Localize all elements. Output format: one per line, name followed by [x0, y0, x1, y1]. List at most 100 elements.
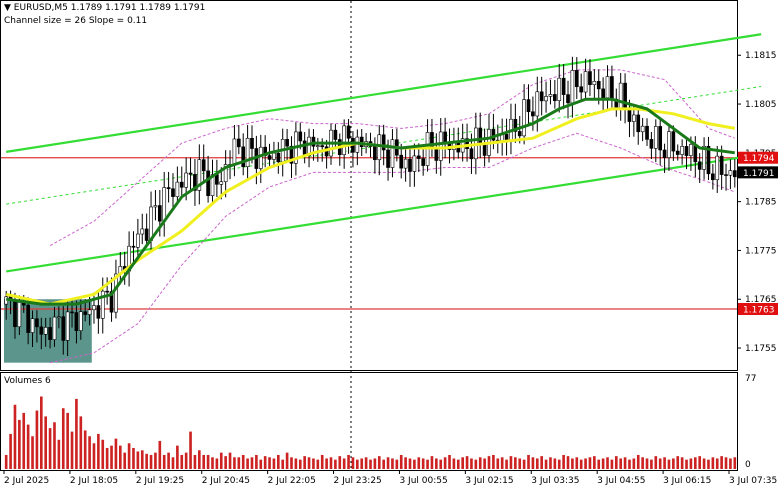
candle-body: [390, 139, 395, 168]
candle-body: [346, 125, 351, 139]
candle-body: [105, 290, 109, 293]
candle-body: [70, 311, 74, 314]
volume-tick-label: 77: [745, 374, 756, 384]
candle-body: [531, 111, 535, 117]
candle-body: [39, 326, 44, 335]
candle-body: [478, 127, 483, 145]
x-tick-label: 2 Jul 20:45: [202, 476, 250, 486]
candle-body: [162, 187, 167, 222]
candle-body: [632, 114, 636, 122]
candle-body: [465, 138, 469, 149]
candle-body: [197, 159, 202, 191]
candle-body: [206, 170, 210, 196]
candle-body: [469, 148, 474, 160]
volume-pane-frame: [0, 372, 738, 471]
y-tick-label: 1.1775: [745, 246, 777, 256]
x-tick-label: 3 Jul 00:55: [399, 476, 447, 486]
candle-body: [320, 145, 325, 148]
candle-body: [74, 312, 79, 331]
price-badge-label: 1.1791: [743, 169, 775, 179]
y-tick-label: 1.1765: [745, 295, 777, 305]
candle-body: [100, 290, 105, 319]
candle-body: [386, 149, 390, 168]
x-tick-label: 3 Jul 06:15: [663, 476, 711, 486]
candle-body: [13, 299, 17, 328]
candle-body: [57, 316, 61, 319]
candle-body: [570, 70, 575, 104]
volumes-label: Volumes 6: [4, 376, 51, 386]
candle-body: [724, 174, 728, 176]
price-badge-label: 1.1794: [743, 154, 775, 164]
candle-body: [43, 327, 48, 335]
price-badge-label: 1.1763: [743, 306, 775, 316]
candle-body: [250, 137, 254, 149]
candle-body: [333, 129, 338, 140]
candle-body: [223, 164, 228, 183]
candle-body: [627, 108, 632, 122]
candle-body: [579, 86, 584, 93]
candle-body: [315, 145, 320, 147]
candle-body: [289, 145, 294, 164]
candle-body: [684, 146, 689, 156]
candle-body: [166, 187, 171, 190]
candle-body: [83, 311, 88, 315]
candle-body: [553, 94, 557, 101]
candle-body: [78, 311, 83, 331]
candle-body: [30, 318, 35, 333]
y-tick-label: 1.1805: [745, 100, 777, 110]
candle-body: [201, 159, 206, 172]
candle-body: [179, 181, 184, 188]
channel-line-lower: [6, 153, 762, 273]
candle-body: [557, 77, 562, 101]
collapse-triangle-icon[interactable]: ▼: [4, 3, 11, 13]
candle-body: [267, 155, 272, 160]
candle-body: [675, 150, 680, 155]
candle-body: [706, 145, 711, 175]
candle-body: [153, 205, 158, 208]
price-badge-level: [738, 303, 778, 315]
candle-body: [623, 82, 627, 110]
candle-body: [52, 316, 57, 340]
channel-info: Channel size = 26 Slope = 0.11: [4, 16, 148, 26]
candle-body: [539, 91, 544, 102]
candle-body: [544, 96, 548, 102]
candle-body: [188, 172, 193, 175]
candle-body: [136, 233, 140, 248]
price-badge-level: [738, 151, 778, 164]
candle-body: [241, 146, 246, 168]
candle-body: [144, 228, 149, 241]
candle-body: [35, 318, 39, 328]
candle-body: [298, 131, 303, 142]
candle-body: [649, 139, 654, 149]
candle-body: [504, 133, 509, 141]
candle-body: [653, 126, 658, 149]
candle-body: [276, 152, 281, 163]
candle-body: [403, 158, 408, 169]
x-tick-label: 3 Jul 07:35: [729, 476, 777, 486]
candle-body: [381, 134, 386, 151]
candle-body: [61, 316, 66, 341]
candle-body: [482, 143, 487, 156]
candle-body: [373, 146, 377, 161]
candle-body: [342, 125, 347, 155]
candle-body: [92, 305, 96, 311]
candle-body: [583, 71, 588, 93]
candle-body: [258, 146, 263, 169]
candle-body: [175, 181, 180, 197]
candle-body: [588, 71, 592, 85]
candle-body: [697, 161, 702, 170]
candle-body: [377, 134, 382, 161]
candle-body: [548, 94, 553, 97]
x-tick-label: 2 Jul 18:05: [70, 476, 118, 486]
candle-body: [561, 77, 566, 95]
envelope-upper: [49, 69, 735, 247]
candle-body: [526, 99, 531, 113]
x-tick-label: 2 Jul 19:25: [136, 476, 184, 486]
y-tick-label: 1.1815: [745, 51, 777, 61]
candle-body: [285, 139, 289, 147]
candle-body: [438, 131, 443, 161]
candle-body: [236, 138, 241, 148]
y-tick-label: 1.1785: [745, 198, 777, 208]
